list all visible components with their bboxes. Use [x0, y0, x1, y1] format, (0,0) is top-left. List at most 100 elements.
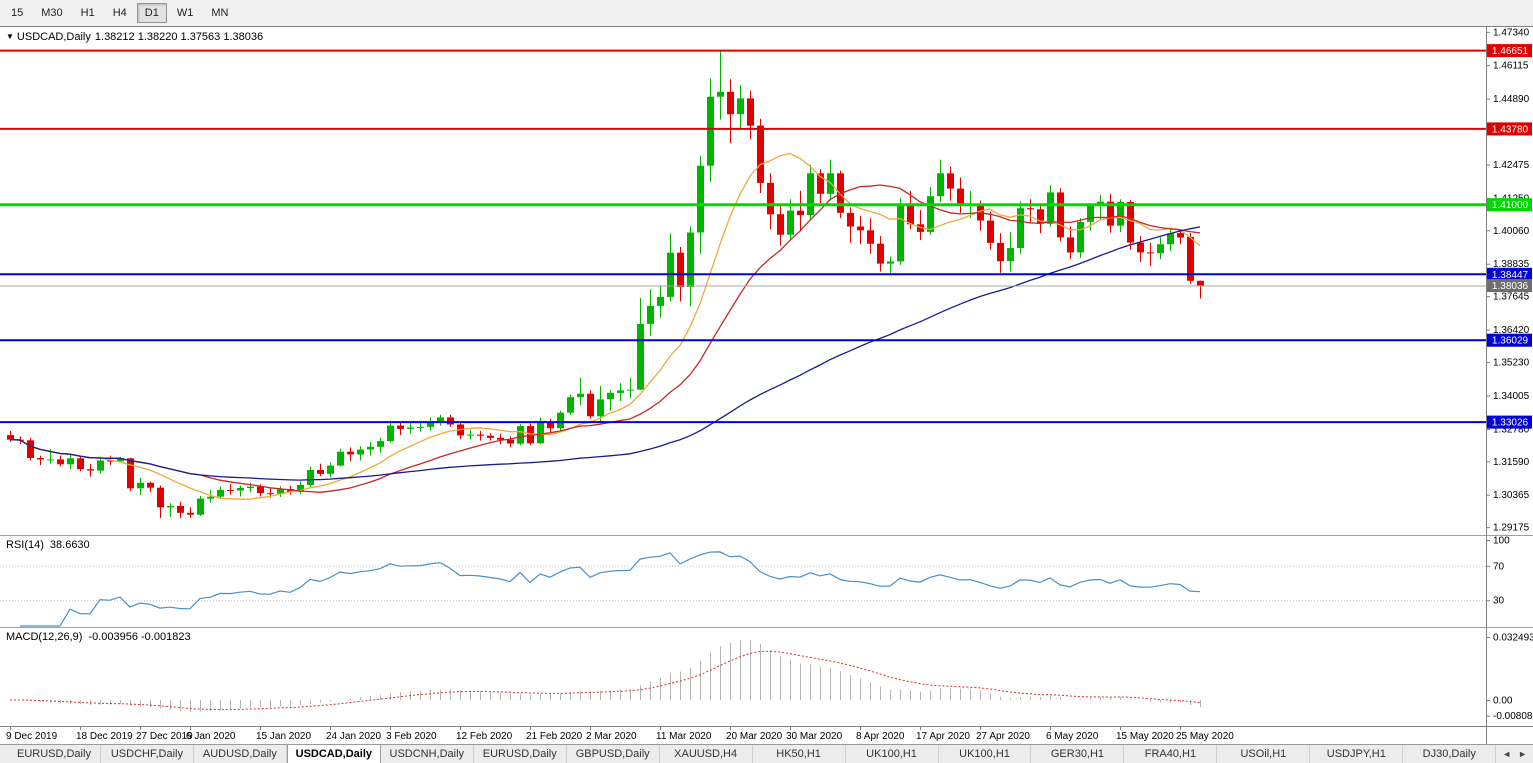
chart-tab-usdcnh-daily[interactable]: USDCNH,Daily: [381, 745, 474, 763]
price-axis-label: 1.44890: [1493, 94, 1530, 105]
rsi-name: RSI(14): [6, 539, 44, 551]
macd-signal-line: [10, 650, 1201, 711]
date-label: 21 Feb 2020: [526, 731, 583, 742]
moving-averages-layer: [9, 152, 1201, 500]
chart-tab-fra40-h1[interactable]: FRA40,H1: [1124, 745, 1218, 763]
price-axis-label: 1.34005: [1493, 391, 1530, 402]
candles-layer: [7, 49, 1204, 519]
tabs-scroll-right-button[interactable]: ►: [1518, 749, 1528, 759]
price-axis-label: 1.29175: [1493, 523, 1530, 534]
chart-tab-hk50-h1[interactable]: HK50,H1: [753, 745, 846, 763]
chart-tab-usoil-h1[interactable]: USOil,H1: [1217, 745, 1311, 763]
date-label: 15 Jan 2020: [256, 731, 311, 742]
date-label: 27 Apr 2020: [976, 731, 1030, 742]
svg-text:1.33026: 1.33026: [1492, 418, 1529, 429]
chart-tab-eurusd-daily[interactable]: EURUSD,Daily: [8, 745, 101, 763]
timeframe-button-mn[interactable]: MN: [203, 3, 236, 23]
chart-tabs-bar: EURUSD,Daily USDCHF,Daily AUDUSD,Daily USDC…: [0, 744, 1533, 763]
rsi-axis-label: 70: [1493, 561, 1505, 572]
date-label: 25 May 2020: [1176, 731, 1234, 742]
hline-price-badge: 1.33026: [1487, 415, 1532, 429]
date-label: 9 Dec 2019: [6, 731, 58, 742]
price-axis-label: 1.42475: [1493, 160, 1530, 171]
chart-tab-eurusd-daily[interactable]: EURUSD,Daily: [474, 745, 567, 763]
chart-tab-gbpusd-daily[interactable]: GBPUSD,Daily: [567, 745, 660, 763]
chart-tab-audusd-daily[interactable]: AUDUSD,Daily: [194, 745, 287, 763]
macd-indicator-label: MACD(12,26,9) -0.003956 -0.001823: [6, 631, 191, 643]
chart-tab-usdchf-daily[interactable]: USDCHF,Daily: [101, 745, 194, 763]
hline-price-badge: 1.41000: [1487, 198, 1532, 212]
macd-name: MACD(12,26,9): [6, 631, 83, 643]
hline-price-badge: 1.43780: [1487, 122, 1532, 136]
hline-price-badge: 1.38447: [1487, 267, 1532, 281]
price-axis-label: 1.37645: [1493, 292, 1530, 303]
date-label: 17 Apr 2020: [916, 731, 970, 742]
hline-price-badge: 1.46651: [1487, 44, 1532, 57]
timeframe-button-h4[interactable]: H4: [105, 3, 135, 23]
price-axis-label: 1.35230: [1493, 358, 1530, 369]
tab-scroll-arrows: ◄ ►: [1496, 745, 1533, 763]
macd-axis-label: -0.008086: [1493, 711, 1533, 722]
chart-tab-uk100-h1[interactable]: UK100,H1: [939, 745, 1032, 763]
date-label: 30 Mar 2020: [786, 731, 843, 742]
price-axis-label: 1.46115: [1493, 61, 1529, 72]
chart-tab-uk100-h1[interactable]: UK100,H1: [846, 745, 939, 763]
chart-title-ohlc: 1.38212 1.38220 1.37563 1.38036: [94, 31, 264, 43]
date-label: 11 Mar 2020: [656, 731, 712, 742]
timeframe-button-15[interactable]: 15: [3, 3, 31, 23]
symbol-dropdown-icon[interactable]: ▼: [6, 32, 14, 41]
ma-line-10: [9, 152, 1201, 500]
svg-text:1.46651: 1.46651: [1492, 46, 1529, 57]
rsi-line: [20, 551, 1201, 627]
tabs-scroll-left-button[interactable]: ◄: [1502, 749, 1512, 759]
date-label: 20 Mar 2020: [726, 731, 783, 742]
timeframe-button-m30[interactable]: M30: [33, 3, 70, 23]
svg-text:1.43780: 1.43780: [1492, 124, 1529, 135]
date-label: 2 Mar 2020: [586, 731, 637, 742]
chart-tab-ger30-h1[interactable]: GER30,H1: [1031, 745, 1125, 763]
macd-axis-label: 0.00: [1493, 696, 1513, 707]
rsi-value: 38.6630: [49, 539, 90, 551]
price-axis-label: 1.30365: [1493, 490, 1530, 501]
current-price-badge: 1.38036: [1487, 279, 1532, 292]
ma-line-60: [9, 226, 1201, 481]
macd-axis-label: 0.032493: [1493, 632, 1533, 643]
date-label: 24 Jan 2020: [326, 731, 381, 742]
date-label: 15 May 2020: [1116, 731, 1174, 742]
chart-tab-usdcad-daily[interactable]: USDCAD,Daily: [286, 745, 381, 763]
rsi-axis-label: 100: [1493, 536, 1510, 547]
panel-separators: [0, 26, 1533, 744]
rsi-indicator-label: RSI(14) 38.6630: [6, 539, 90, 551]
price-axis-label: 1.38835: [1493, 259, 1530, 270]
price-axis-label: 1.32780: [1493, 424, 1530, 435]
timeframe-button-w1[interactable]: W1: [169, 3, 202, 23]
timeframe-button-d1[interactable]: D1: [136, 3, 167, 23]
price-axis-label: 1.40060: [1493, 226, 1530, 237]
ma-line-20: [9, 184, 1201, 493]
svg-text:1.38447: 1.38447: [1492, 270, 1529, 281]
date-label: 12 Feb 2020: [456, 731, 513, 742]
timeframe-toolbar: 15 M30 H1 H4 D1 W1 MN: [0, 0, 1533, 26]
date-label: 27 Dec 2019: [136, 731, 193, 742]
chart-tab-dj30-daily[interactable]: DJ30,Daily: [1403, 745, 1497, 763]
date-label: 3 Feb 2020: [386, 731, 437, 742]
timeframe-button-h1[interactable]: H1: [73, 3, 103, 23]
hlines-layer: [0, 49, 1486, 424]
hline-price-badge: 1.36029: [1487, 333, 1532, 347]
macd-panel: 0.032493 0.00 -0.008086: [10, 632, 1533, 722]
price-axis-label: 1.36420: [1493, 325, 1530, 336]
svg-text:1.36029: 1.36029: [1492, 336, 1529, 347]
date-label: 6 Jan 2020: [186, 731, 236, 742]
chart-tab-usdjpy-h1[interactable]: USDJPY,H1: [1310, 745, 1404, 763]
svg-text:1.38036: 1.38036: [1492, 281, 1529, 292]
price-axis-label: 1.31590: [1493, 457, 1530, 468]
rsi-axis-label: 30: [1493, 596, 1505, 607]
price-axis-labels: 1.473401.461151.448901.436651.424751.412…: [1487, 27, 1530, 534]
date-label: 6 May 2020: [1046, 731, 1099, 742]
date-label: 8 Apr 2020: [856, 731, 905, 742]
chart-tab-xauusd-h4[interactable]: XAUUSD,H4: [660, 745, 753, 763]
rsi-panel: 100 70 30: [0, 536, 1510, 627]
svg-text:1.41000: 1.41000: [1492, 200, 1529, 211]
